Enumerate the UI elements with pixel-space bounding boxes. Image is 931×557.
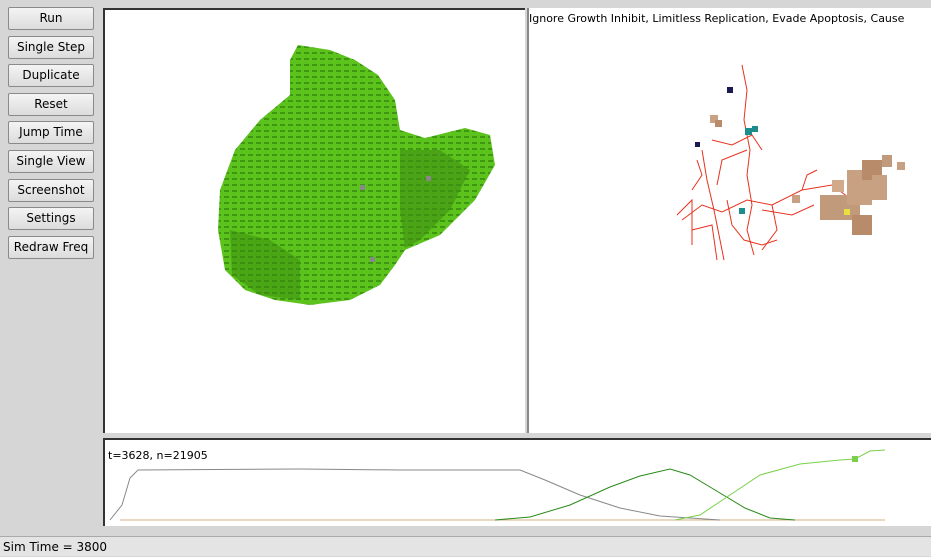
- tumor-shade: [230, 230, 300, 300]
- cell: [426, 176, 431, 181]
- vessels: [676, 64, 853, 261]
- curve: [674, 449, 886, 521]
- status-bar: Sim Time = 3800: [0, 536, 931, 556]
- population-plot: t=3628, n=21905: [103, 438, 931, 526]
- voxel-render: [218, 45, 495, 305]
- button[interactable]: Run: [8, 7, 94, 30]
- button[interactable]: Single Step: [8, 35, 94, 59]
- button[interactable]: Reset: [8, 92, 94, 116]
- curve: [494, 468, 796, 521]
- vessel-render: [676, 64, 905, 261]
- button[interactable]: Single View: [8, 150, 94, 173]
- left-viewport: [103, 8, 525, 433]
- plot-curves: [109, 449, 886, 521]
- curve: [109, 468, 721, 521]
- button[interactable]: Duplicate: [8, 64, 94, 88]
- view-caption: Ignore Growth Inhibit, Limitless Replica…: [529, 12, 905, 25]
- tumor-mass: [218, 45, 495, 305]
- tumor-shade: [400, 150, 470, 248]
- right-viewport: Ignore Growth Inhibit, Limitless Replica…: [527, 8, 931, 433]
- button[interactable]: Redraw Freq: [8, 235, 94, 259]
- plot-caption: t=3628, n=21905: [108, 449, 208, 462]
- cell: [370, 257, 375, 262]
- cells: [695, 87, 905, 235]
- curve-marker: [852, 456, 858, 462]
- cell: [360, 185, 365, 190]
- button[interactable]: Settings: [8, 207, 94, 231]
- button[interactable]: Screenshot: [8, 178, 94, 202]
- button[interactable]: Jump Time: [8, 121, 94, 145]
